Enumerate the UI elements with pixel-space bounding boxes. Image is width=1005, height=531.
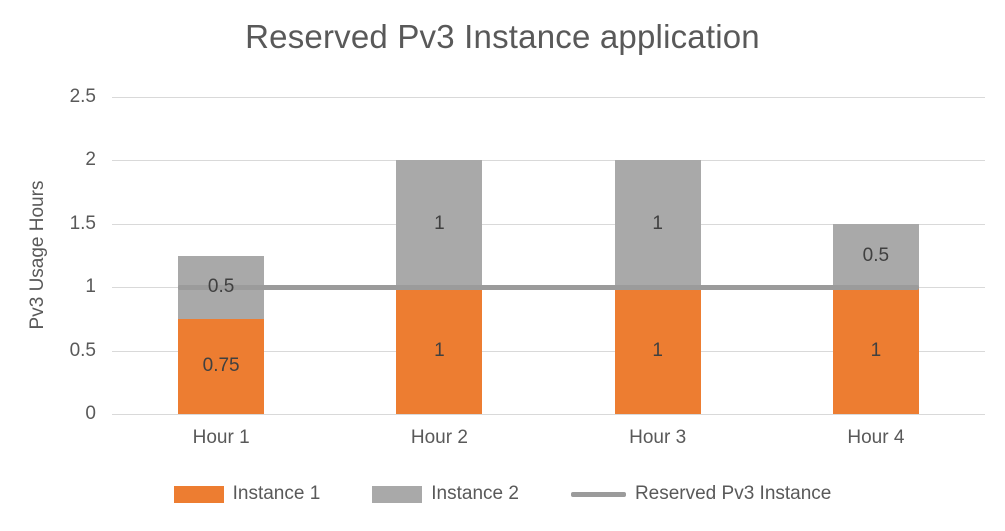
- gridline: [112, 414, 985, 415]
- data-label: 0.5: [862, 244, 890, 266]
- data-label: 1: [870, 339, 882, 361]
- gridline: [112, 350, 985, 352]
- y-tick-label: 1: [85, 276, 96, 298]
- x-tick-label: Hour 3: [629, 427, 687, 448]
- bar-segment-instance-2: [832, 223, 919, 288]
- bar-segment-instance-1: [178, 318, 265, 414]
- legend-label: Instance 1: [232, 483, 321, 504]
- gridline: [112, 223, 985, 225]
- legend-label: Reserved Pv3 Instance: [634, 483, 832, 504]
- legend: Instance 1 Instance 2 Reserved Pv3 Instanc…: [0, 483, 1005, 505]
- y-tick-label: 1.5: [69, 212, 96, 234]
- x-tick-label: Hour 1: [192, 427, 250, 448]
- x-axis-tick-labels: Hour 1 Hour 2 Hour 3 Hour 4: [112, 427, 985, 453]
- gridline: [112, 97, 985, 98]
- legend-label: Instance 2: [431, 483, 519, 504]
- gridline: [112, 160, 985, 162]
- data-label: 0.75: [202, 355, 240, 377]
- bar-segment-instance-2: [396, 160, 483, 288]
- y-tick-label: 2.5: [69, 86, 96, 107]
- y-tick-label: 2: [85, 149, 96, 171]
- legend-item: Reserved Pv3 Instance: [570, 483, 832, 505]
- data-label: 1: [652, 212, 663, 234]
- data-label: 1: [434, 339, 445, 361]
- bar-segment-instance-1: [614, 287, 701, 414]
- legend-item: Instance 2: [372, 483, 519, 505]
- bar-segment-instance-1: [396, 287, 483, 414]
- x-tick-label: Hour 2: [410, 427, 468, 448]
- bar-segment-instance-1: [832, 287, 919, 414]
- legend-item: Instance 1: [173, 483, 321, 505]
- line-series: [178, 284, 919, 290]
- legend-bar-swatch: [173, 485, 224, 503]
- data-label: 1: [434, 212, 445, 234]
- y-tick-label: 0: [85, 403, 96, 424]
- data-label: 1: [652, 339, 663, 361]
- y-axis-tick-labels: 0 0.5 1 1.5 2 2.5: [0, 86, 96, 424]
- plot-area: 0.75 0.5 1 1 1 1 1 0.5: [112, 97, 985, 415]
- bar-segment-instance-2: [614, 160, 701, 288]
- x-tick-label: Hour 4: [847, 427, 905, 448]
- legend-line-swatch: [570, 491, 626, 497]
- chart-title: Reserved Pv3 Instance application: [245, 18, 760, 55]
- y-tick-label: 0.5: [69, 339, 96, 361]
- data-label: 0.5: [207, 276, 235, 298]
- legend-bar-swatch: [372, 485, 423, 503]
